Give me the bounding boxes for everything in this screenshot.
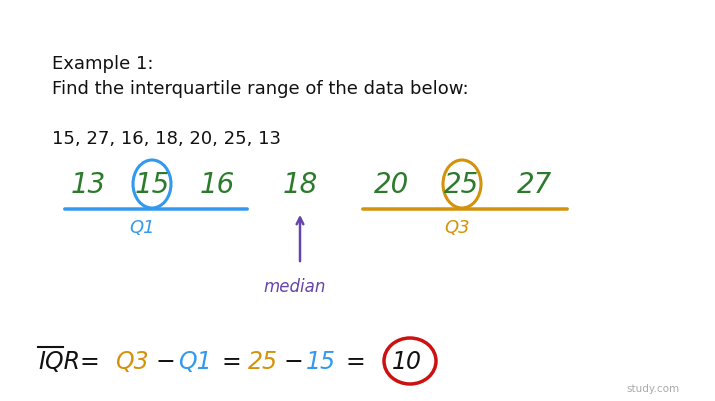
Text: Q3: Q3: [115, 349, 149, 373]
Text: 15: 15: [134, 170, 169, 198]
Text: Q3: Q3: [444, 219, 470, 237]
Text: study.com: study.com: [627, 383, 680, 393]
Text: IQR=: IQR=: [38, 349, 100, 373]
Text: 15, 27, 16, 18, 20, 25, 13: 15, 27, 16, 18, 20, 25, 13: [52, 130, 281, 148]
Text: 27: 27: [518, 170, 553, 198]
Text: Q1: Q1: [178, 349, 212, 373]
Text: Example 1:: Example 1:: [52, 55, 154, 73]
Text: 20: 20: [375, 170, 410, 198]
Text: 10: 10: [392, 349, 422, 373]
Text: =: =: [222, 349, 242, 373]
Text: median: median: [264, 277, 326, 295]
Text: Find the interquartile range of the data below:: Find the interquartile range of the data…: [52, 80, 468, 98]
Text: 16: 16: [199, 170, 235, 198]
Text: 25: 25: [445, 170, 480, 198]
Text: Q1: Q1: [129, 219, 155, 237]
Text: 25: 25: [248, 349, 278, 373]
Text: =: =: [346, 349, 366, 373]
Text: 15: 15: [306, 349, 336, 373]
Text: −: −: [283, 349, 302, 373]
Text: 13: 13: [70, 170, 106, 198]
Text: 18: 18: [282, 170, 317, 198]
Text: −: −: [155, 349, 174, 373]
